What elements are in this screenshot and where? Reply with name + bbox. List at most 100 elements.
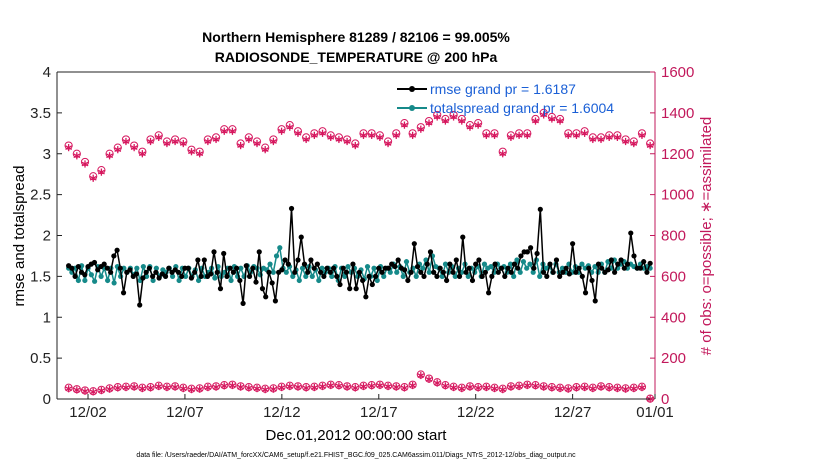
obs-assimilated-point	[376, 133, 384, 141]
x-axis-label: Dec.01,2012 00:00:00 start	[266, 427, 448, 444]
obs-assimilated-point	[351, 141, 359, 150]
totalspread-point	[520, 259, 527, 265]
star-stroke	[228, 383, 236, 388]
rmse-point	[411, 241, 417, 247]
totalspread-point	[517, 269, 523, 275]
rmse-point	[192, 269, 198, 275]
rmse-point	[282, 257, 288, 263]
obs-assimilated-low-point	[343, 383, 351, 391]
obs-assimilated-low-point	[89, 388, 97, 396]
star-stroke	[482, 385, 490, 390]
obs-assimilated-low-point	[278, 383, 286, 392]
obs-assimilated-low-point	[65, 385, 73, 393]
star-stroke	[450, 114, 458, 120]
obs-assimilated-low-point	[581, 383, 589, 392]
obs-assimilated-low-point	[523, 381, 531, 390]
rmse-point	[140, 275, 146, 281]
star-stroke	[253, 386, 261, 391]
obs-assimilated-low-point	[605, 384, 613, 392]
rmse-point	[217, 286, 224, 292]
obs-assimilated-low-point	[106, 385, 114, 393]
obs-assimilated-point	[179, 139, 187, 148]
rmse-point	[104, 265, 110, 271]
rmse-point	[227, 265, 233, 271]
rmse-point	[224, 273, 230, 279]
obs-assimilated-low-point	[130, 383, 138, 391]
legend-label-rmse: rmse grand pr = 1.6187	[430, 81, 576, 97]
totalspread-point	[195, 277, 202, 284]
star-stroke	[384, 384, 392, 389]
obs-assimilated-low-point	[589, 384, 597, 393]
rmse-point	[279, 267, 285, 273]
totalspread-point	[82, 277, 88, 284]
rmse-point	[201, 257, 207, 263]
obs-assimilated-low-point	[220, 382, 228, 390]
obs-assimilated-low-point	[269, 385, 277, 393]
rmse-point	[421, 273, 427, 279]
rmse-point	[379, 269, 385, 275]
obs-assimilated-point	[196, 150, 204, 158]
rmse-point	[350, 261, 356, 267]
star-stroke	[179, 141, 187, 146]
obs-assimilated-point	[392, 131, 400, 139]
totalspread-point	[442, 261, 449, 267]
totalspread-point	[371, 265, 377, 271]
rmse-point	[114, 247, 120, 253]
obs-assimilated-low-point	[188, 385, 195, 394]
star-stroke	[572, 132, 580, 138]
rmse-point	[576, 265, 582, 271]
rmse-point	[586, 265, 592, 271]
obs-assimilated-low-point	[351, 384, 359, 392]
rmse-point	[69, 265, 75, 271]
rmse-point	[515, 265, 521, 271]
star-stroke	[548, 385, 556, 391]
rmse-point	[311, 265, 317, 271]
totalspread-point	[413, 273, 419, 279]
rmse-point	[372, 273, 379, 279]
x-tick-label: 12/27	[554, 404, 592, 421]
obs-assimilated-low-point	[155, 382, 163, 391]
totalspread-point	[92, 278, 98, 284]
star-stroke	[630, 141, 638, 146]
y-tick-label-right: 1600	[661, 64, 694, 81]
x-tick-label: 12/17	[360, 404, 398, 421]
totalspread-point	[309, 273, 315, 279]
star-stroke	[622, 386, 630, 392]
rmse-point	[285, 261, 291, 267]
obs-assimilated-low-point	[228, 381, 236, 390]
obs-assimilated-low-point	[400, 384, 408, 392]
obs-assimilated-point	[605, 133, 613, 141]
totalspread-point	[403, 259, 410, 265]
series-obs_assimilated	[65, 111, 654, 182]
star-stroke	[351, 385, 359, 391]
star-stroke	[458, 118, 466, 124]
rmse-point	[250, 265, 256, 271]
star-stroke	[188, 149, 195, 155]
rmse-point	[120, 290, 127, 296]
star-stroke	[499, 151, 507, 157]
rmse-point	[644, 269, 650, 275]
obs-assimilated-point	[466, 123, 474, 131]
star-stroke	[392, 132, 400, 138]
obs-assimilated-point	[646, 141, 654, 150]
star-stroke	[122, 139, 130, 144]
obs-assimilated-low-point	[212, 383, 220, 391]
star-stroke	[515, 132, 523, 138]
y-tick-label-right: 200	[661, 350, 686, 367]
obs-assimilated-point	[122, 137, 130, 146]
star-stroke	[65, 386, 73, 392]
star-stroke	[89, 389, 97, 395]
star-stroke	[73, 153, 81, 159]
rmse-point	[230, 269, 236, 275]
star-stroke	[466, 124, 474, 130]
star-stroke	[114, 147, 122, 153]
star-stroke	[155, 135, 163, 140]
star-stroke	[204, 139, 212, 144]
rmse-point	[253, 279, 259, 285]
totalspread-point	[481, 261, 488, 267]
obs-assimilated-point	[564, 131, 572, 139]
obs-assimilated-point	[589, 135, 597, 144]
rmse-point	[624, 261, 631, 267]
obs-assimilated-low-point	[532, 382, 539, 390]
y-tick-label-left: 0	[43, 391, 51, 408]
